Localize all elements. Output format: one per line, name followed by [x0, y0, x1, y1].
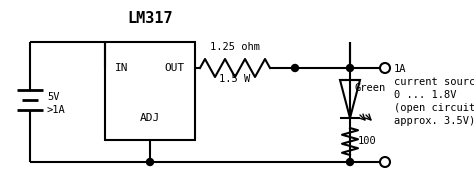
Text: (open circuit: (open circuit [394, 103, 474, 113]
Text: Green: Green [355, 83, 386, 93]
Circle shape [292, 64, 299, 72]
Text: 1.5 W: 1.5 W [219, 74, 251, 84]
Text: 1.25 ohm: 1.25 ohm [210, 42, 260, 52]
Text: 0 ... 1.8V: 0 ... 1.8V [394, 90, 456, 100]
Text: >1A: >1A [47, 105, 66, 115]
Text: current source: current source [394, 77, 474, 87]
Text: ADJ: ADJ [140, 113, 160, 123]
Text: OUT: OUT [165, 63, 185, 73]
Text: 1A: 1A [394, 64, 407, 74]
Text: IN: IN [115, 63, 128, 73]
Text: 5V: 5V [47, 92, 60, 102]
FancyBboxPatch shape [105, 42, 195, 140]
Text: approx. 3.5V): approx. 3.5V) [394, 116, 474, 126]
Circle shape [346, 159, 354, 165]
Circle shape [346, 64, 354, 72]
Text: LM317: LM317 [127, 11, 173, 25]
Circle shape [146, 159, 154, 165]
Text: 100: 100 [358, 136, 377, 146]
